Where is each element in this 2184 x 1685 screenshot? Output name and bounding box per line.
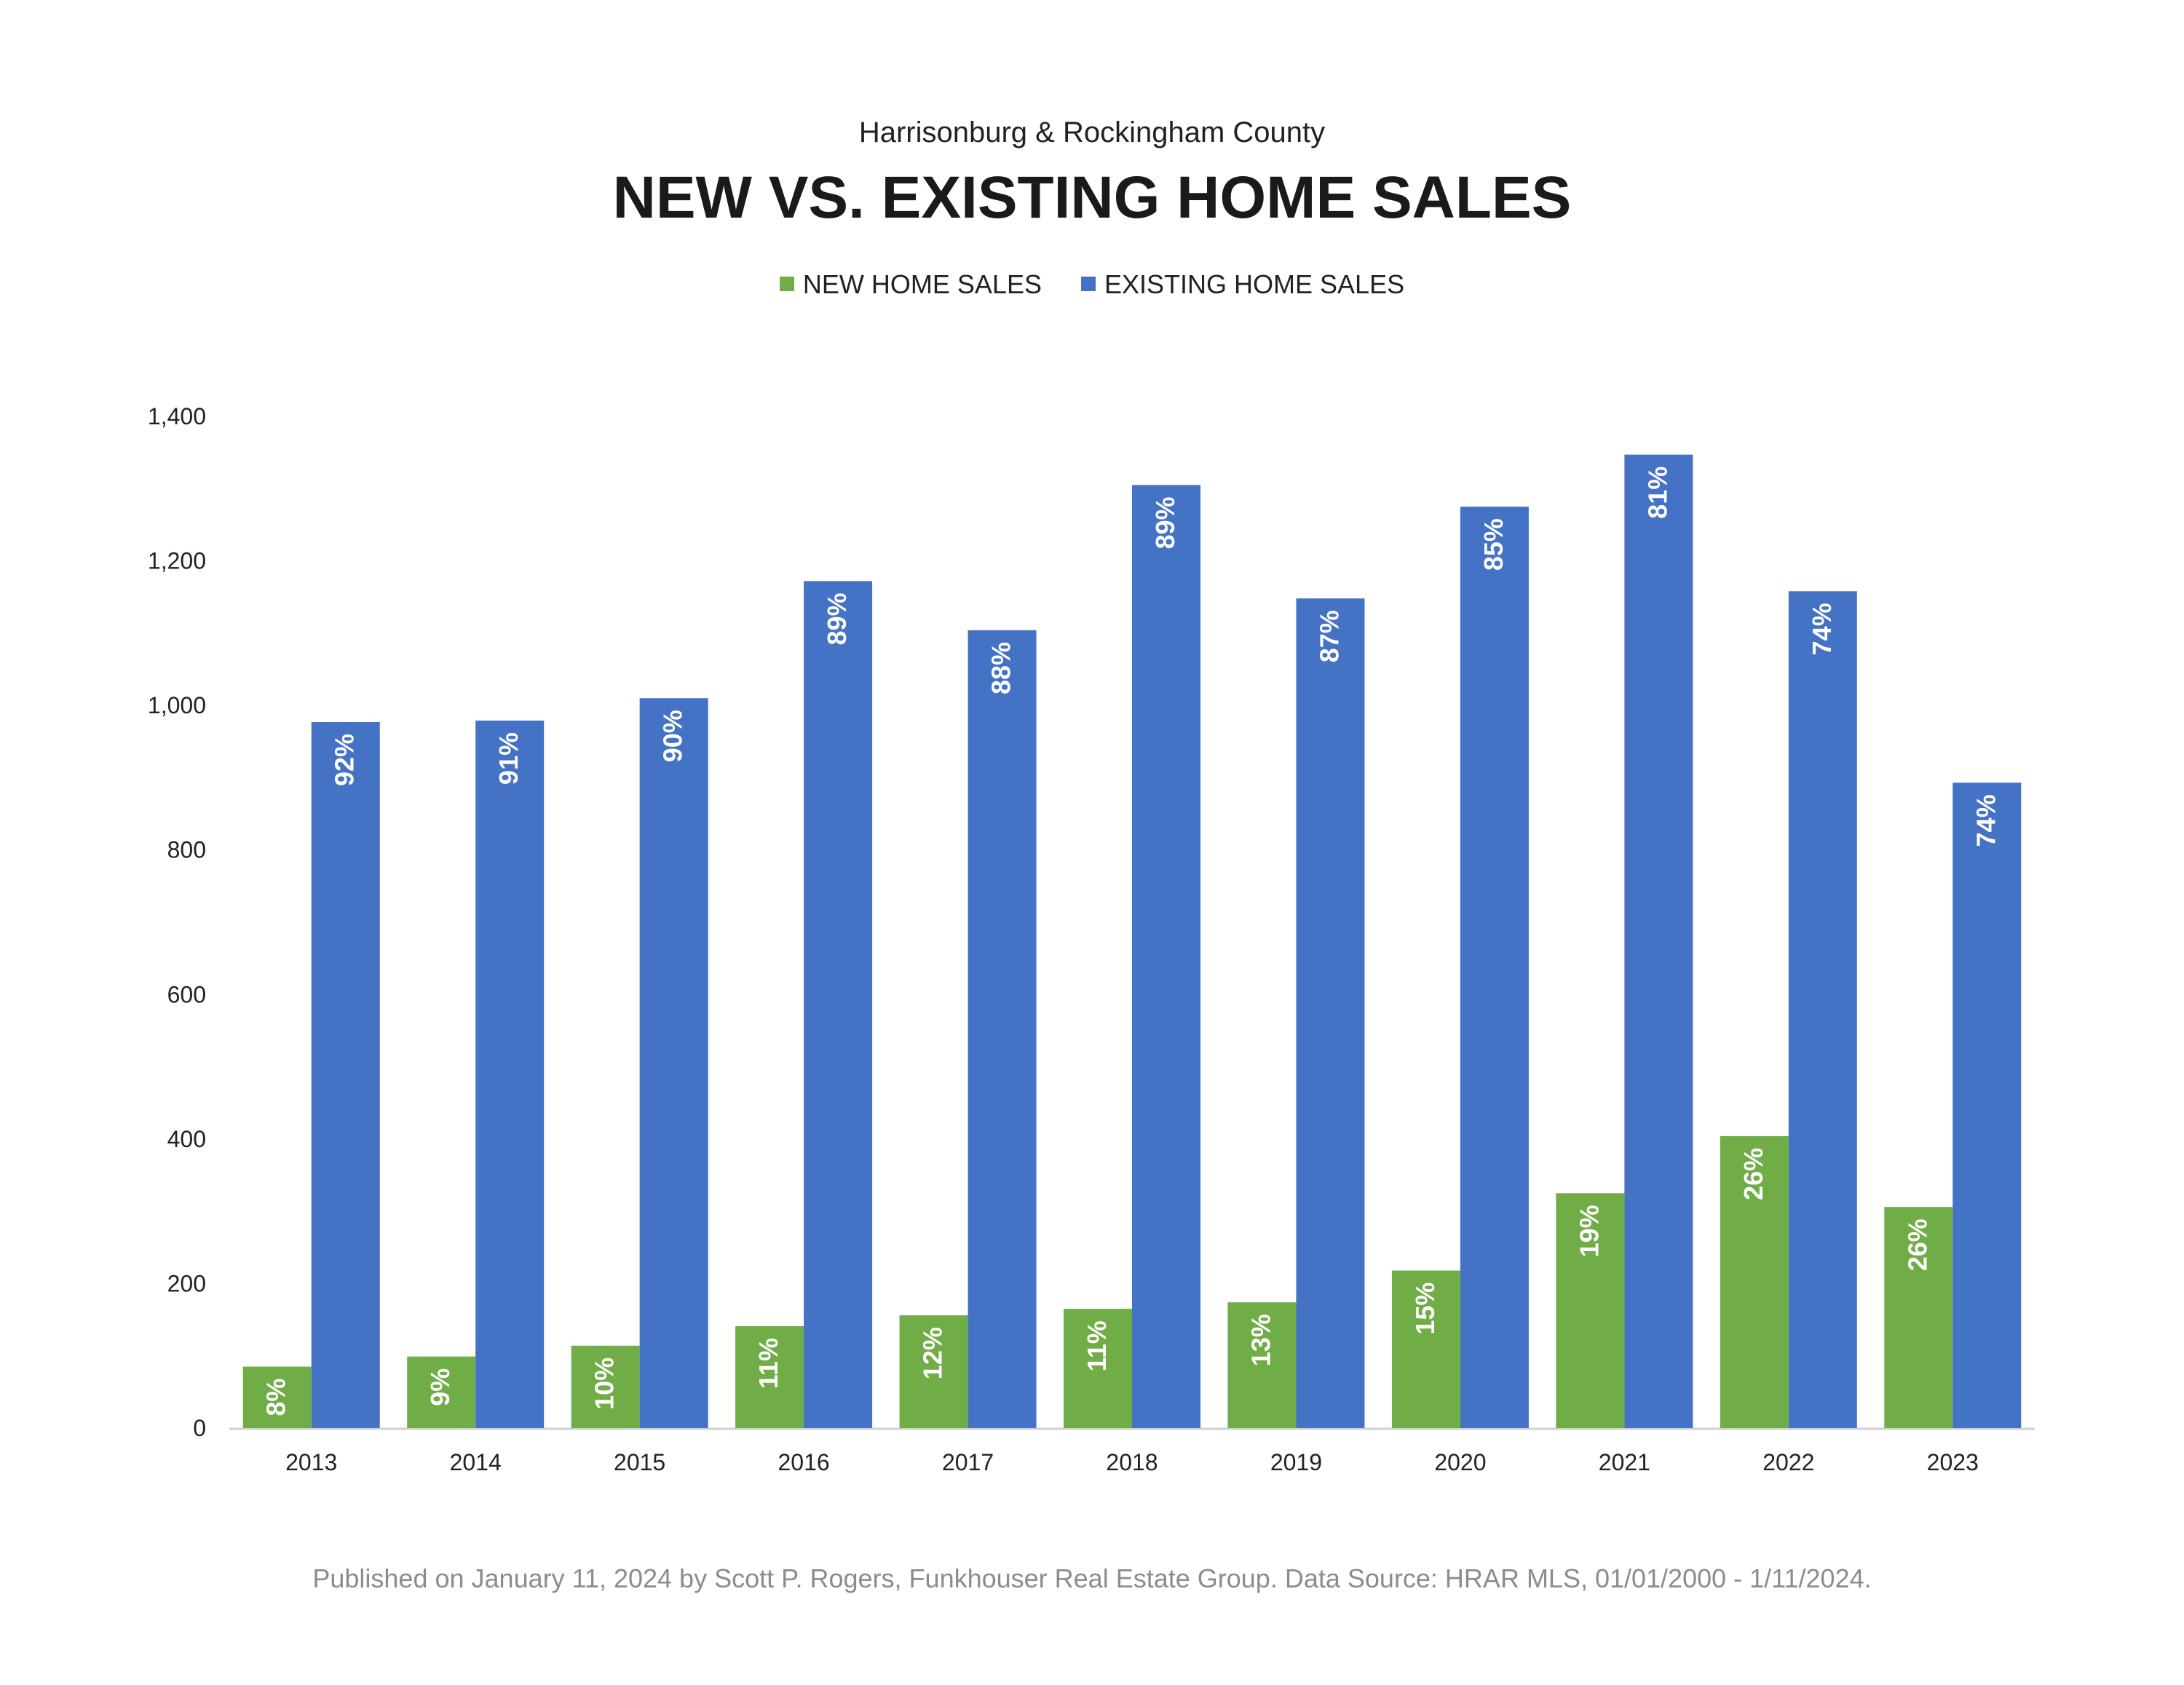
- data-label-existing: 91%: [494, 732, 523, 785]
- bar-new: [1556, 1193, 1625, 1428]
- bar-new: [1227, 1302, 1297, 1428]
- x-tick-label: 2018: [1106, 1449, 1158, 1475]
- x-tick-label: 2022: [1762, 1449, 1814, 1475]
- data-label-new: 12%: [918, 1327, 948, 1379]
- bar-existing: [968, 630, 1037, 1428]
- legend-label-existing: EXISTING HOME SALES: [1104, 269, 1405, 299]
- bar-existing: [1624, 454, 1693, 1429]
- x-tick-label: 2023: [1927, 1449, 1979, 1475]
- bar-existing: [475, 720, 545, 1428]
- data-label-existing: 74%: [1807, 603, 1837, 655]
- x-tick-label: 2017: [942, 1449, 994, 1475]
- bar-new: [1064, 1309, 1132, 1428]
- data-label-new: 11%: [1082, 1320, 1112, 1371]
- bar-existing: [1460, 507, 1529, 1428]
- footer-credit: Published on January 11, 2024 by Scott P…: [312, 1563, 1872, 1593]
- data-label-new: 26%: [1738, 1148, 1768, 1200]
- bar-new: [1391, 1270, 1460, 1428]
- x-tick-label: 2021: [1599, 1449, 1650, 1475]
- legend-item-existing: EXISTING HOME SALES: [1080, 269, 1405, 300]
- data-label-existing: 87%: [1314, 610, 1344, 662]
- data-label-existing: 89%: [1150, 496, 1180, 549]
- chart-subtitle: Harrisonburg & Rockingham County: [858, 116, 1326, 148]
- bar-existing: [1788, 591, 1857, 1428]
- y-tick-label: 1,000: [148, 692, 206, 718]
- y-tick-label: 0: [193, 1415, 206, 1441]
- bar-new: [1720, 1135, 1789, 1428]
- legend-item-new: NEW HOME SALES: [779, 269, 1042, 300]
- data-label-new: 19%: [1574, 1205, 1604, 1257]
- bar-existing: [1132, 485, 1200, 1428]
- data-label-existing: 74%: [1971, 794, 2001, 847]
- data-label-new: 11%: [753, 1338, 783, 1389]
- y-tick-label: 800: [167, 837, 206, 863]
- bar-existing: [804, 581, 873, 1429]
- x-tick-label: 2014: [450, 1449, 502, 1475]
- data-label-new: 26%: [1902, 1218, 1932, 1271]
- bar-existing: [311, 721, 380, 1428]
- legend-swatch-existing: [1080, 277, 1096, 292]
- data-label-new: 10%: [590, 1357, 620, 1410]
- data-label-existing: 88%: [986, 642, 1016, 694]
- bar-new: [407, 1356, 476, 1428]
- bar-existing: [1952, 782, 2022, 1428]
- data-label-new: 9%: [425, 1368, 455, 1406]
- x-tick-label: 2016: [778, 1449, 829, 1475]
- data-label-existing: 89%: [822, 592, 852, 645]
- y-tick-label: 1,400: [148, 403, 206, 429]
- chart-title: NEW VS. EXISTING HOME SALES: [612, 164, 1572, 231]
- bar-new: [242, 1366, 312, 1428]
- y-tick-label: 200: [167, 1270, 206, 1296]
- legend-swatch-new: [779, 277, 794, 292]
- x-tick-label: 2020: [1434, 1449, 1486, 1475]
- data-label-existing: 90%: [658, 710, 688, 762]
- bar-existing: [1296, 598, 1365, 1429]
- y-tick-label: 600: [167, 981, 206, 1007]
- bar-new: [1884, 1207, 1953, 1428]
- chart-legend: NEW HOME SALES EXISTING HOME SALES: [0, 269, 2184, 300]
- data-label-new: 15%: [1410, 1282, 1440, 1335]
- data-label-new: 13%: [1246, 1314, 1275, 1366]
- data-label-existing: 92%: [330, 734, 360, 786]
- bar-new: [899, 1315, 968, 1428]
- x-tick-label: 2013: [285, 1449, 337, 1475]
- x-tick-label: 2015: [614, 1449, 665, 1475]
- bar-existing: [639, 698, 708, 1428]
- bar-new: [571, 1345, 640, 1428]
- data-label-new: 8%: [261, 1379, 291, 1416]
- y-tick-label: 1,200: [148, 548, 206, 574]
- bar-new: [735, 1326, 804, 1428]
- legend-label-new: NEW HOME SALES: [802, 269, 1042, 299]
- data-label-existing: 85%: [1479, 518, 1508, 571]
- data-label-existing: 81%: [1642, 467, 1672, 519]
- x-tick-label: 2019: [1270, 1449, 1322, 1475]
- y-tick-label: 400: [167, 1126, 206, 1152]
